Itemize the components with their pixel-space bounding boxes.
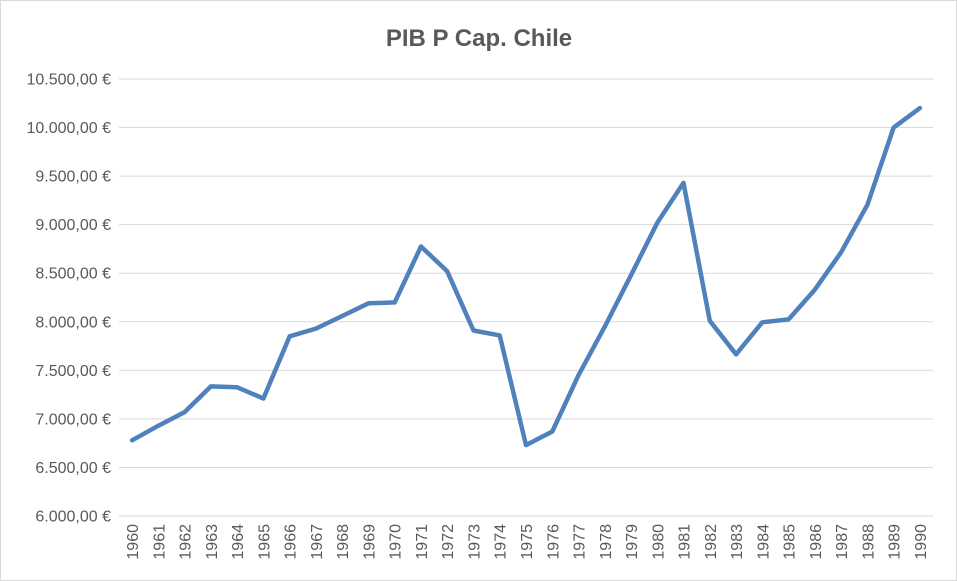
x-tick-label: 1961 — [151, 524, 168, 560]
y-tick-label: 10.500,00 € — [26, 72, 111, 89]
x-tick-label: 1966 — [283, 524, 300, 560]
series-group — [129, 105, 923, 448]
x-tick-label: 1971 — [414, 524, 431, 560]
x-tick-label: 1983 — [729, 524, 746, 560]
x-tick-label: 1965 — [256, 524, 273, 560]
x-tick-label: 1978 — [598, 524, 615, 560]
x-axis-ticks: 1960 1961 1962 1963 1964 1965 1966 1967 1968 1969… — [125, 524, 930, 560]
x-tick-label: 1960 — [125, 524, 142, 560]
series-line — [129, 105, 923, 448]
y-axis-ticks: 6.000,00 € 6.500,00 € 7.000,00 € 7.500,00 €… — [26, 72, 111, 526]
x-tick-label: 1962 — [178, 524, 195, 560]
chart-title: PIB P Cap. Chile — [386, 25, 572, 52]
x-tick-label: 1985 — [782, 524, 799, 560]
x-tick-label: 1973 — [466, 524, 483, 560]
y-tick-label: 9.000,00 € — [35, 217, 111, 234]
x-tick-label: 1975 — [519, 524, 536, 560]
gridlines — [119, 78, 933, 517]
x-tick-label: 1972 — [440, 524, 457, 560]
x-tick-label: 1986 — [808, 524, 825, 560]
x-tick-label: 1988 — [860, 524, 877, 560]
x-tick-label: 1977 — [572, 524, 589, 560]
y-tick-label: 6.000,00 € — [35, 509, 111, 526]
y-tick-label: 6.500,00 € — [35, 460, 111, 477]
x-tick-label: 1963 — [204, 524, 221, 560]
x-tick-label: 1974 — [493, 524, 510, 560]
x-tick-label: 1964 — [230, 524, 247, 560]
x-tick-label: 1989 — [887, 524, 904, 560]
x-tick-label: 1969 — [361, 524, 378, 560]
y-tick-label: 8.000,00 € — [35, 314, 111, 331]
x-tick-label: 1982 — [703, 524, 720, 560]
x-tick-label: 1968 — [335, 524, 352, 560]
x-tick-label: 1984 — [755, 524, 772, 560]
x-tick-label: 1976 — [545, 524, 562, 560]
x-tick-label: 1981 — [677, 524, 694, 560]
x-tick-label: 1987 — [834, 524, 851, 560]
y-tick-label: 7.500,00 € — [35, 363, 111, 380]
y-tick-label: 7.000,00 € — [35, 411, 111, 428]
x-tick-label: 1990 — [913, 524, 930, 560]
y-tick-label: 9.500,00 € — [35, 169, 111, 186]
y-tick-label: 8.500,00 € — [35, 266, 111, 283]
x-tick-label: 1967 — [309, 524, 326, 560]
x-tick-label: 1980 — [650, 524, 667, 560]
y-tick-label: 10.000,00 € — [26, 120, 111, 137]
x-tick-label: 1970 — [388, 524, 405, 560]
x-tick-label: 1979 — [624, 524, 641, 560]
